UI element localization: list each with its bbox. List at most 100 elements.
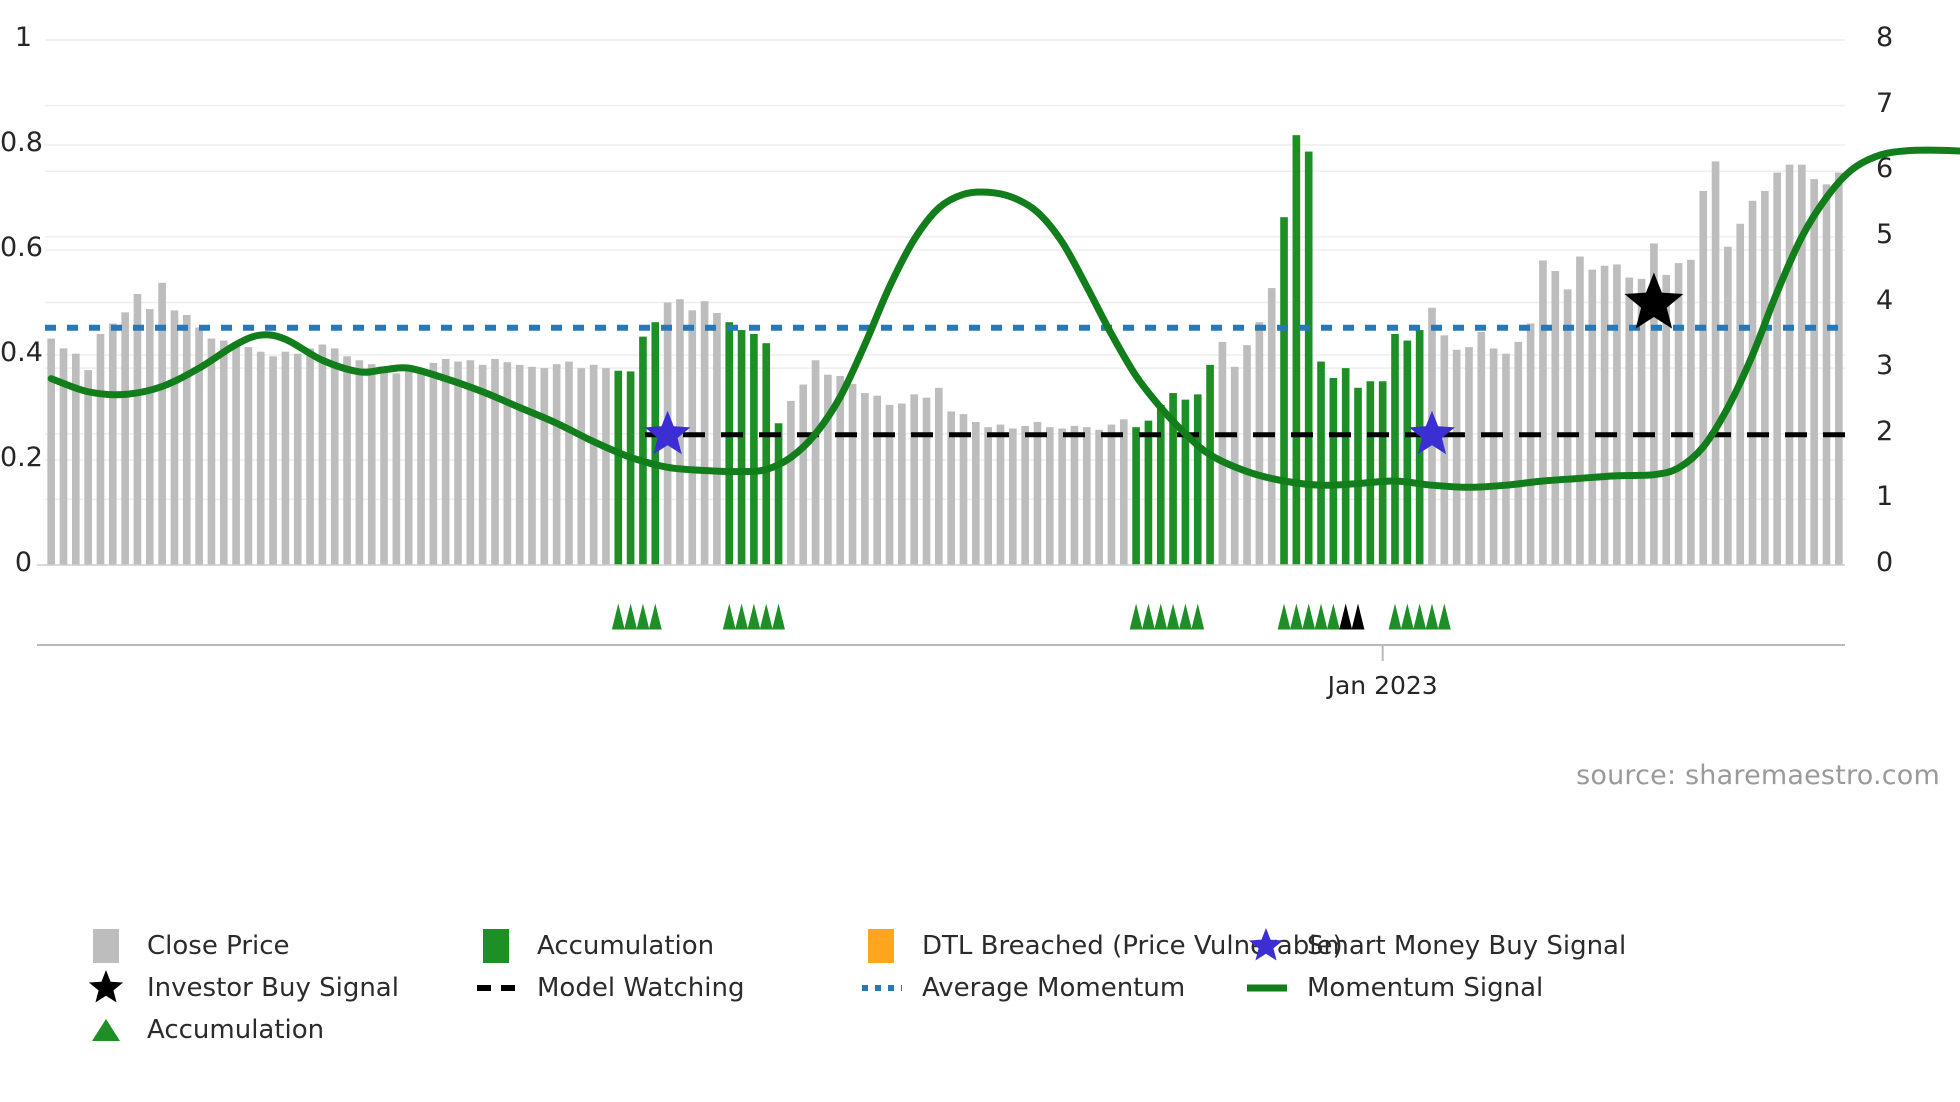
source-attribution: source: sharemaestro.com (1576, 760, 1940, 791)
price-bar (1502, 353, 1510, 565)
price-bar (417, 368, 425, 565)
price-bar (1711, 161, 1720, 565)
price-bar (885, 404, 894, 565)
price-bar (1699, 190, 1708, 565)
y-axis-right-tick-label: 6 (1876, 153, 1894, 185)
price-bar (1169, 393, 1177, 565)
price-bar (293, 353, 302, 565)
legend-item-average-momentum[interactable]: Average Momentum (860, 967, 1245, 1009)
legend-item-accumulation-triangle[interactable]: Accumulation (85, 1009, 475, 1051)
price-bar (404, 370, 413, 565)
y-axis-right-tick-label: 1 (1876, 481, 1894, 513)
price-bar (145, 309, 154, 565)
legend-row: Accumulation (85, 1009, 1945, 1051)
price-bar (59, 348, 68, 565)
price-bar (1761, 190, 1769, 565)
square-icon (85, 929, 127, 963)
price-bar (713, 313, 721, 565)
price-bar (515, 364, 524, 565)
price-bar (688, 310, 697, 565)
legend-item-close-price[interactable]: Close Price (85, 925, 475, 967)
accumulation-triangle-marker (1179, 603, 1192, 630)
price-bar (1317, 361, 1325, 565)
y-axis-left-tick-label: 0.6 (0, 232, 43, 263)
price-bar (1156, 404, 1165, 565)
accumulation-triangle-marker (722, 603, 736, 630)
price-bar (1822, 184, 1831, 565)
price-bar (84, 370, 92, 565)
y-axis-right-tick-label: 8 (1876, 22, 1894, 53)
price-bar (1095, 429, 1103, 565)
price-bar (1810, 179, 1818, 565)
price-bar (651, 322, 660, 565)
price-bar (1243, 345, 1251, 565)
price-bar (898, 403, 906, 565)
price-bar (1119, 419, 1128, 565)
price-bar (355, 360, 364, 565)
price-bar (1403, 340, 1412, 565)
accumulation-triangle-marker (735, 603, 748, 630)
legend-label: Close Price (147, 931, 290, 961)
accumulation-triangle-marker (1289, 603, 1303, 630)
price-bar (1082, 427, 1091, 565)
smart-money-buy-signal-marker (644, 410, 691, 455)
price-bar (1132, 427, 1140, 565)
price-bar (614, 370, 623, 565)
price-bar (861, 393, 869, 565)
accumulation-triangle-marker (747, 603, 761, 630)
investor-buy-signal-marker (1624, 272, 1684, 329)
price-bar (1304, 151, 1313, 565)
legend-label: Accumulation (147, 1015, 325, 1045)
price-bar (380, 368, 388, 565)
price-bar (972, 421, 980, 565)
legend-label: Model Watching (537, 973, 745, 1003)
legend-item-momentum-signal[interactable]: Momentum Signal (1245, 967, 1665, 1009)
price-bar (639, 336, 647, 565)
legend-item-accumulation-bar[interactable]: Accumulation (475, 925, 860, 967)
price-bar (762, 343, 771, 565)
price-bar (1341, 368, 1350, 565)
y-axis-right-tick-label: 2 (1876, 415, 1894, 447)
smart-money-buy-signal-marker (1409, 410, 1455, 455)
y-axis-left-tick-label: 0.8 (0, 127, 43, 158)
price-bar (478, 364, 487, 565)
accumulation-triangle-marker (772, 603, 785, 630)
price-bar (158, 282, 166, 565)
price-bar (47, 338, 55, 565)
accumulation-triangle-marker (611, 603, 625, 630)
price-bar (1267, 288, 1276, 565)
price-bar (1563, 289, 1572, 565)
price-bar (454, 361, 462, 565)
legend-item-model-watching[interactable]: Model Watching (475, 967, 860, 1009)
legend-label: Smart Money Buy Signal (1307, 931, 1627, 961)
price-bar (984, 427, 992, 565)
price-bar (1477, 332, 1486, 565)
y-axis-left-tick-label: 0.2 (0, 442, 43, 473)
price-bar (922, 397, 931, 565)
price-bar (1835, 172, 1843, 565)
price-bar (873, 395, 882, 565)
price-bar (306, 348, 314, 565)
price-bar (552, 364, 561, 565)
y-axis-left-tick-label: 1 (14, 22, 32, 53)
legend-item-investor-buy-signal[interactable]: Investor Buy Signal (85, 967, 475, 1009)
star-icon (85, 968, 127, 1008)
price-bar (1070, 425, 1079, 565)
price-bar (96, 334, 105, 565)
y-axis-right-tick-label: 4 (1876, 284, 1894, 316)
price-bar (725, 322, 734, 565)
price-bar (72, 353, 80, 565)
price-bar (429, 362, 438, 565)
legend-label: Investor Buy Signal (147, 973, 399, 1003)
y-axis-right-tick-label: 5 (1876, 218, 1894, 250)
price-bar (1218, 341, 1227, 565)
legend-item-dtl-breached[interactable]: DTL Breached (Price Vulnerable) (860, 925, 1343, 967)
price-bar (848, 383, 857, 565)
accumulation-triangle-marker (1425, 603, 1439, 630)
price-bar (1539, 260, 1547, 565)
price-bar (367, 364, 376, 565)
price-bar (170, 310, 179, 565)
price-bar (836, 376, 845, 565)
legend-item-smart-money-buy-signal[interactable]: Smart Money Buy Signal (1245, 925, 1665, 967)
legend-label: Accumulation (537, 931, 715, 961)
